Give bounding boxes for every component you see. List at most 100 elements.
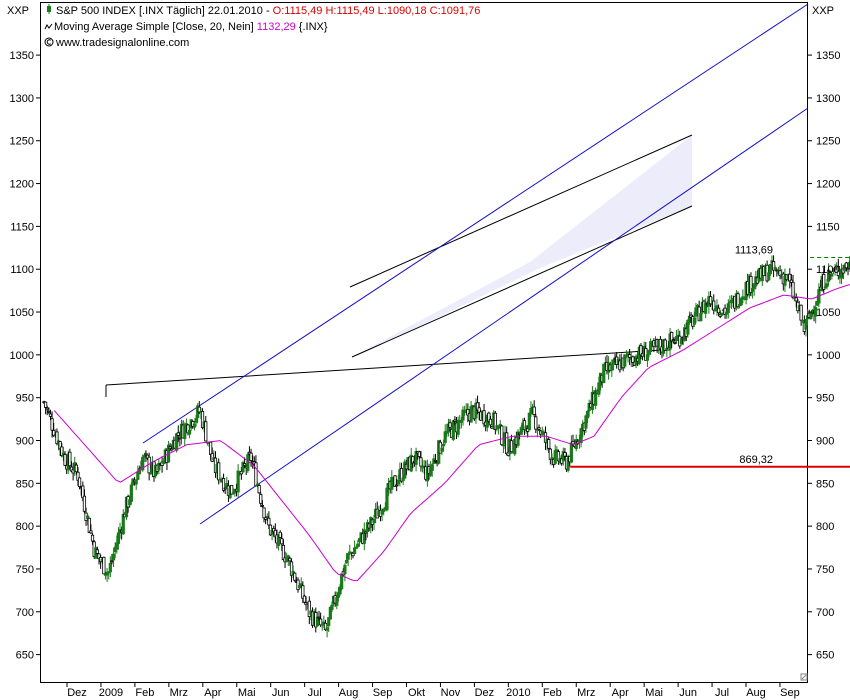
price-candle-body xyxy=(82,495,87,512)
price-candle-body xyxy=(663,339,667,351)
lower-channel-line xyxy=(199,107,809,525)
price-candle-body xyxy=(602,363,606,384)
price-candle-body xyxy=(726,303,730,313)
x-tick-label: Sep xyxy=(373,687,393,699)
price-candle-body xyxy=(671,339,675,342)
price-candle-body xyxy=(825,283,829,288)
price-candle-body xyxy=(550,457,554,460)
price-candle-body xyxy=(712,300,716,311)
price-candle-body xyxy=(192,423,197,428)
y-tick-label-left: 900 xyxy=(16,435,34,447)
legend-website: www.tradesignalonline.com xyxy=(55,37,189,49)
y-tick-label-left: 850 xyxy=(16,478,34,490)
price-candle-body xyxy=(809,312,813,320)
y-tick-label-left: 950 xyxy=(16,393,34,405)
price-candle-body xyxy=(773,267,777,270)
x-tick-label: Okt xyxy=(408,687,425,699)
price-candle-body xyxy=(553,450,557,464)
x-tick-label: Dez xyxy=(67,687,87,699)
price-candle-body xyxy=(674,336,679,341)
price-candle-body xyxy=(142,455,146,458)
price-candle-body xyxy=(175,433,179,451)
x-axis-layer: Dez 2009 Feb Mrz Apr Mai Jun Jul Aug Sep Okt Nov Dez… xyxy=(66,682,800,699)
price-candle-body xyxy=(47,410,51,413)
y-tick-label-right: 850 xyxy=(816,478,834,490)
price-candle-body xyxy=(204,421,208,442)
line-legend-icon xyxy=(44,23,53,30)
price-candle-body xyxy=(121,513,125,535)
price-candle-body xyxy=(509,440,514,452)
price-candle-body xyxy=(532,406,536,415)
x-tick-label: Sep xyxy=(780,687,800,699)
price-candle-body xyxy=(441,443,446,447)
price-candle-body xyxy=(301,585,305,599)
price-candle-body xyxy=(278,531,282,538)
price-candle-body xyxy=(276,534,281,546)
y-tick-label-right: 1000 xyxy=(816,350,840,362)
price-candle-body xyxy=(401,477,405,482)
price-candle-body xyxy=(547,439,551,449)
price-candle-body xyxy=(670,331,674,342)
price-candle-body xyxy=(353,547,357,555)
upper-trend-line xyxy=(349,134,693,288)
price-candle-body xyxy=(50,418,54,431)
price-candle-body xyxy=(801,319,805,322)
price-candle-body xyxy=(74,464,78,473)
price-candle-body xyxy=(501,444,506,447)
price-candle-body xyxy=(695,305,700,308)
price-candle-body xyxy=(471,404,475,407)
price-candle-body xyxy=(111,553,116,561)
x-tick-label: Mai xyxy=(238,687,256,699)
legend-ma-value: 1132,29 xyxy=(257,21,296,33)
price-candle-body xyxy=(440,447,444,452)
price-candle-body xyxy=(739,297,743,306)
x-tick-label: Jun xyxy=(272,687,290,699)
y-axis-layer: 650 650 700 700 750 750 800 800 850 850 900 900 950 9… xyxy=(10,50,841,661)
price-candle-body xyxy=(246,454,250,471)
price-candle-body xyxy=(44,401,48,408)
price-candle-body xyxy=(505,432,509,455)
price-candle-body xyxy=(537,427,541,430)
price-candle-body xyxy=(293,572,297,581)
price-candle-body xyxy=(767,272,771,281)
price-candle-body xyxy=(830,273,834,277)
x-tick-label: Jun xyxy=(679,687,697,699)
candle-legend-icon xyxy=(47,4,51,14)
y-tick-label-left: 1050 xyxy=(10,307,34,319)
price-candle-body xyxy=(254,462,258,487)
y-tick-label-right: 1100 xyxy=(816,264,840,276)
price-candle-body xyxy=(453,419,457,422)
x-tick-label: Jul xyxy=(715,687,729,699)
upper-channel-line xyxy=(142,3,809,444)
price-candle-body xyxy=(259,494,263,504)
price-candle-body xyxy=(419,457,423,467)
price-candle-body xyxy=(585,410,590,419)
svg-text:Moving Average Simple [Close,: Moving Average Simple [Close, 20, Nein] … xyxy=(54,21,328,33)
y-tick-label-right: 1350 xyxy=(816,50,840,62)
price-candle-body xyxy=(844,262,849,269)
price-candle-body xyxy=(344,559,349,564)
price-candle-body xyxy=(814,306,818,317)
price-candle-body xyxy=(356,543,360,548)
price-candle-body xyxy=(469,406,473,423)
y-tick-label-left: 1350 xyxy=(10,50,34,62)
channel-layer xyxy=(105,3,809,525)
price-candle-body xyxy=(395,484,399,487)
resize-grip-icon[interactable] xyxy=(800,673,808,681)
x-tick-label: 2009 xyxy=(99,687,123,699)
copyright-icon xyxy=(44,37,54,47)
price-candle-body xyxy=(194,418,198,423)
price-candle-body xyxy=(717,307,721,314)
price-candle-body xyxy=(694,307,698,317)
x-tick-label: 2010 xyxy=(506,687,530,699)
price-candle-body xyxy=(493,412,497,430)
price-candle-body xyxy=(488,418,493,426)
plot-frame xyxy=(40,2,808,683)
x-tick-label: Feb xyxy=(543,687,562,699)
price-candle-body xyxy=(692,317,696,325)
lower-trend-line xyxy=(351,205,693,358)
price-candle-body xyxy=(456,419,460,435)
price-candle-body xyxy=(45,407,49,410)
symbol-label-left: XXP xyxy=(7,5,29,17)
price-candle-body xyxy=(307,600,311,618)
